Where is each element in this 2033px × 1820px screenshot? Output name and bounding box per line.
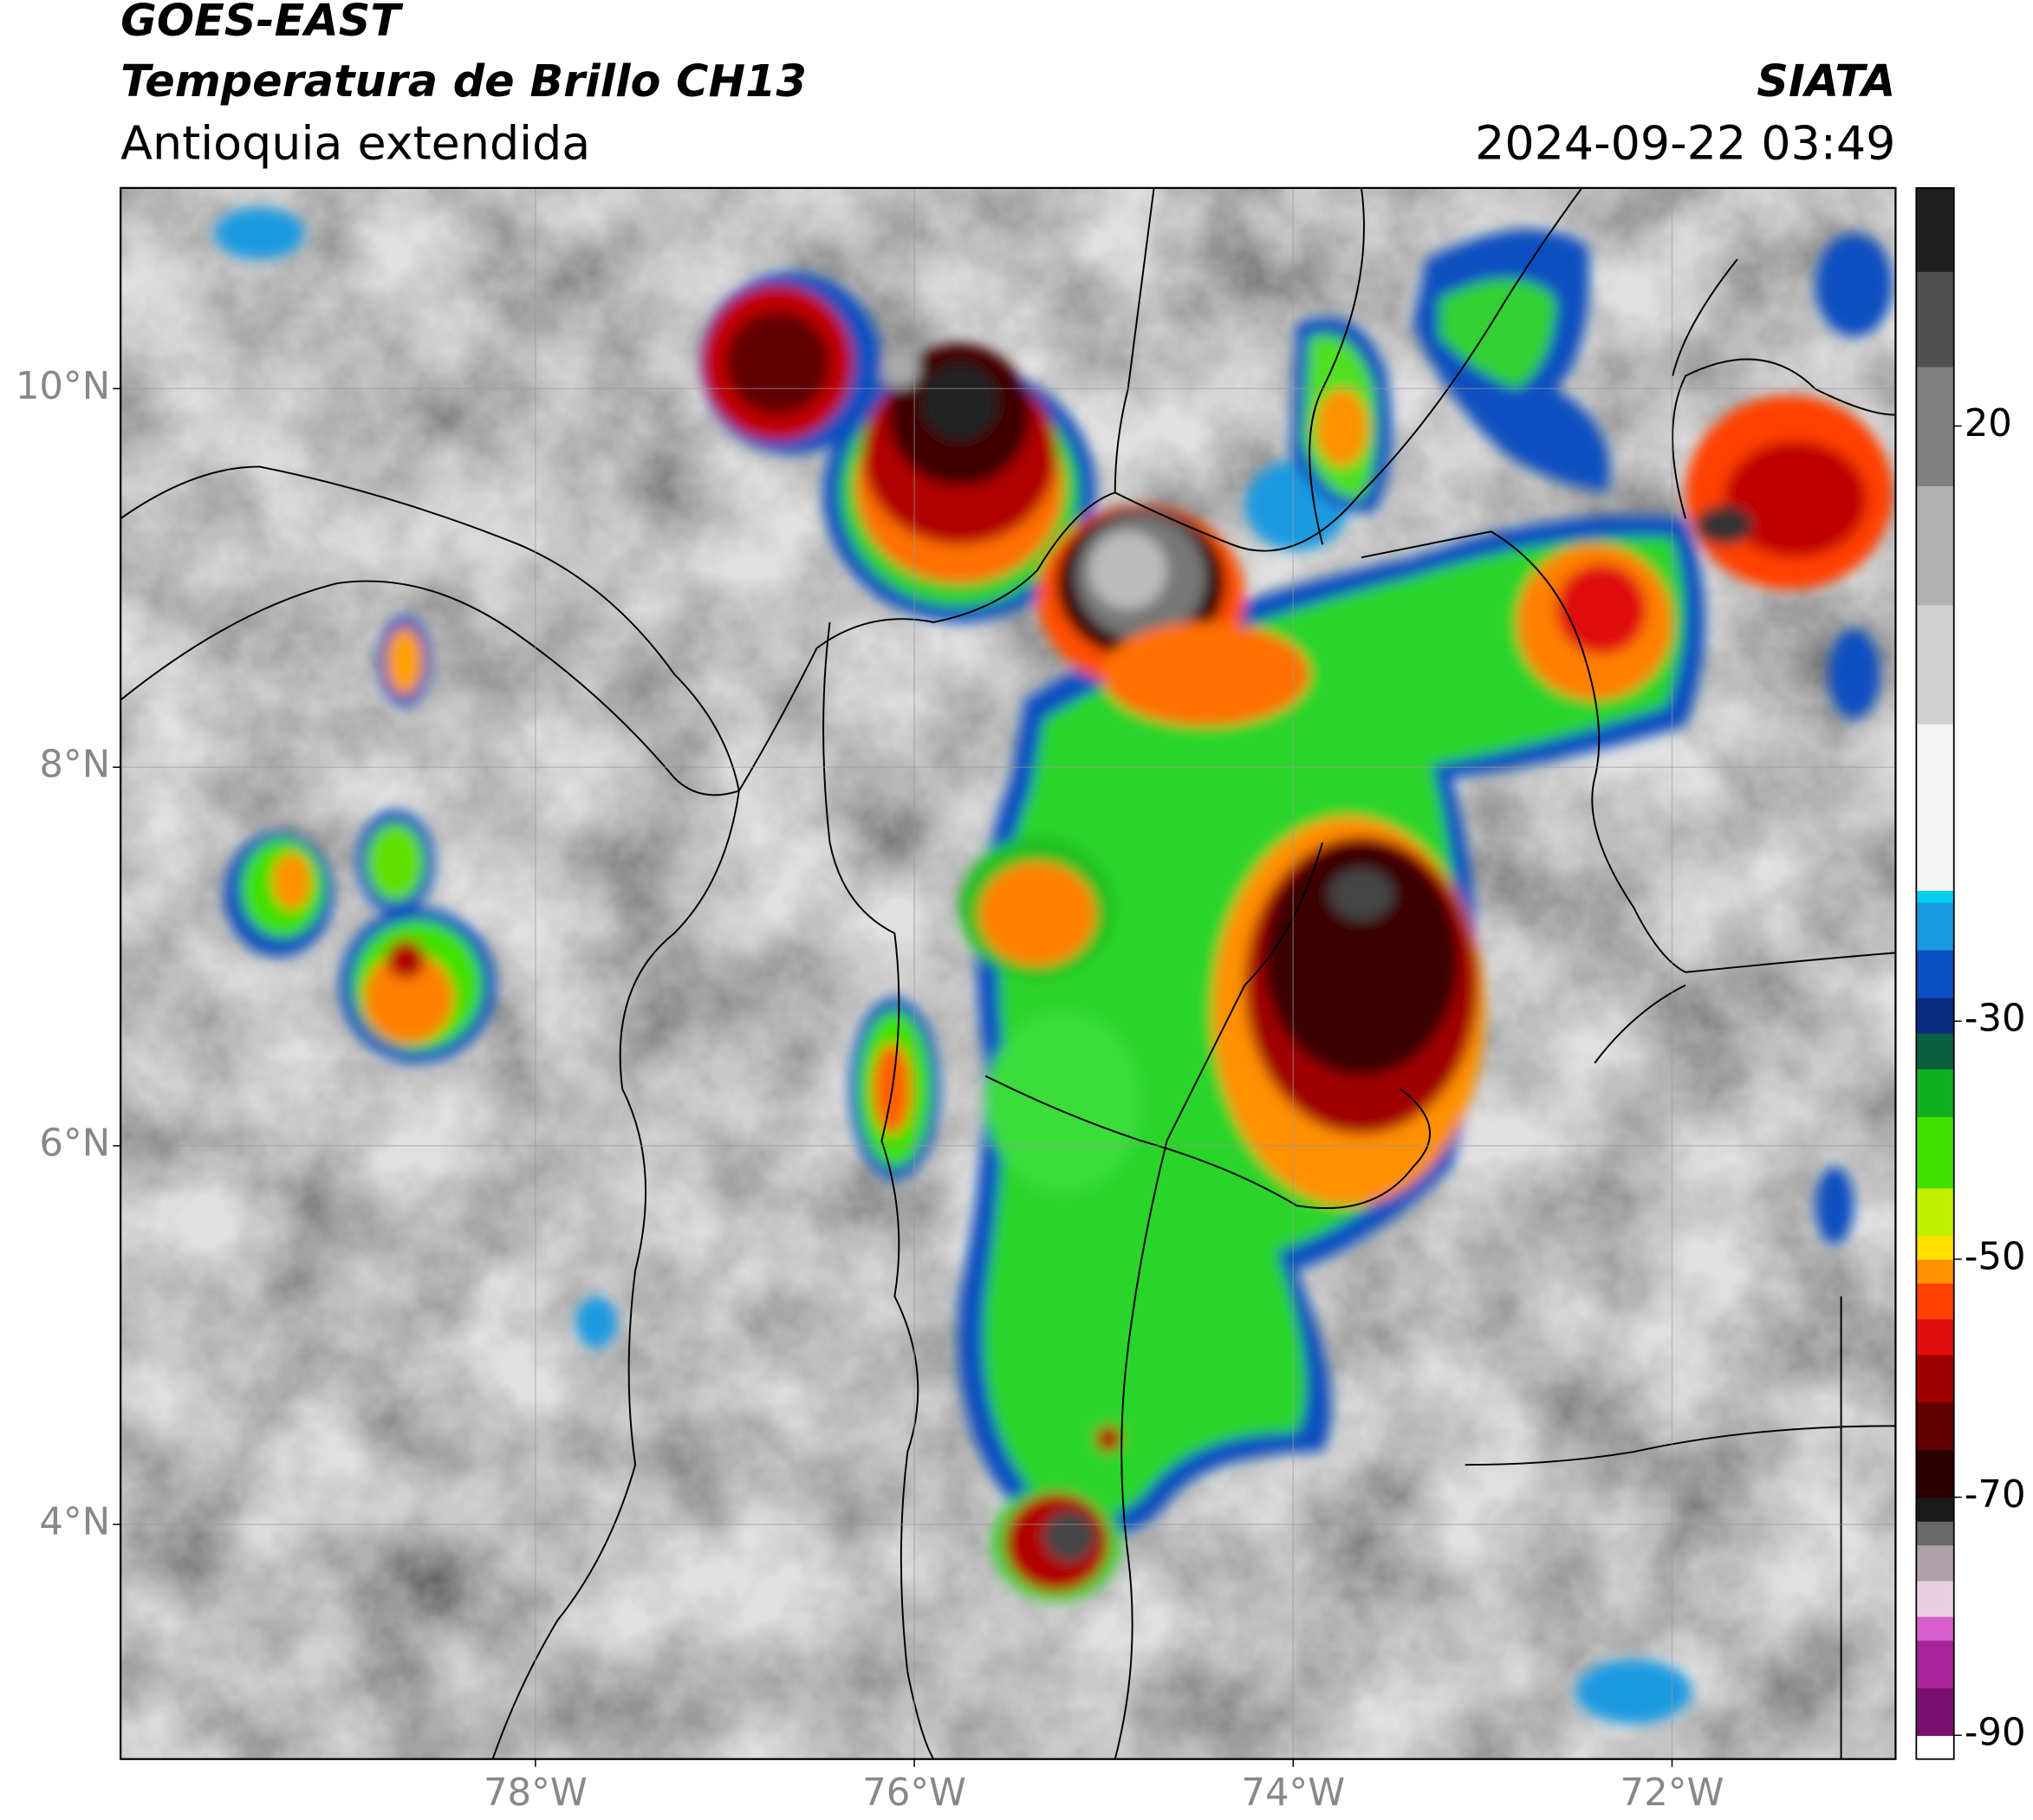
colorbar-segment: [1916, 1497, 1954, 1522]
colorbar-segment: [1916, 1187, 1954, 1237]
colorbar-segment: [1916, 723, 1954, 891]
colorbar-segment: [1916, 901, 1954, 951]
colorbar-segment: [1916, 1354, 1954, 1403]
colorbar-tick-label: -90: [1965, 1712, 2026, 1755]
colorbar-segment: [1916, 1687, 1954, 1736]
x-tick-label: 78°W: [484, 1771, 588, 1815]
x-tick-label: 72°W: [1621, 1771, 1724, 1815]
colorbar-segment: [1916, 1615, 1954, 1641]
colorbar-segment: [1916, 366, 1954, 486]
colorbar-segment: [1916, 1580, 1954, 1617]
colorbar-segment: [1916, 1735, 1954, 1760]
colorbar-segment: [1916, 271, 1954, 367]
colorbar-tick-label: -70: [1965, 1473, 2026, 1517]
map-frame: [120, 186, 1897, 1760]
colorbar-segment: [1916, 187, 1954, 272]
colorbar-segment: [1916, 1069, 1954, 1117]
colorbar-segment: [1916, 604, 1954, 725]
datetime: 2024-09-22 03:49: [1475, 116, 1895, 171]
colorbar-segment: [1916, 1032, 1954, 1069]
colorbar-segment: [1916, 1283, 1954, 1320]
y-tick-label: 10°N: [16, 365, 110, 408]
colorbar-segment: [1916, 890, 1954, 903]
y-tick-label: 6°N: [39, 1122, 110, 1166]
colorbar-frame: [1915, 186, 1955, 1760]
colorbar-segment: [1916, 1521, 1954, 1546]
x-tick-label: 74°W: [1241, 1771, 1345, 1815]
region: Antioquia extendida: [120, 116, 590, 171]
colorbar-segment: [1916, 949, 1954, 998]
x-tick-label: 76°W: [862, 1771, 966, 1815]
colorbar-tick-label: -50: [1965, 1235, 2026, 1278]
y-tick-label: 4°N: [39, 1500, 110, 1544]
colorbar-segment: [1916, 997, 1954, 1034]
colorbar-tick-label: -30: [1965, 998, 2026, 1041]
colorbar-segment: [1916, 1318, 1954, 1355]
colorbar-segment: [1916, 1401, 1954, 1451]
colorbar-segment: [1916, 1258, 1954, 1284]
colorbar-segment: [1916, 1640, 1954, 1689]
borders: [120, 187, 1896, 1759]
colorbar-segment: [1916, 485, 1954, 606]
satellite-image: [120, 187, 1896, 1759]
y-tick-label: 8°N: [39, 744, 110, 787]
subtitle: Temperatura de Brillo CH13: [120, 55, 807, 107]
colorbar-segment: [1916, 1544, 1954, 1582]
source: SIATA: [1757, 55, 1895, 107]
title: GOES-EAST: [120, 0, 404, 46]
colorbar-segment: [1916, 1116, 1954, 1189]
graticule: 78°W 76°W 74°W 72°W 4°N 6°N 8°N 10°N: [16, 187, 1896, 1815]
colorbar-segment: [1916, 1235, 1954, 1260]
colorbar-segment: [1916, 1449, 1954, 1498]
colorbar: -90 -70 -50 -30 20: [1916, 187, 2026, 1760]
colorbar-tick-label: 20: [1965, 402, 2012, 445]
